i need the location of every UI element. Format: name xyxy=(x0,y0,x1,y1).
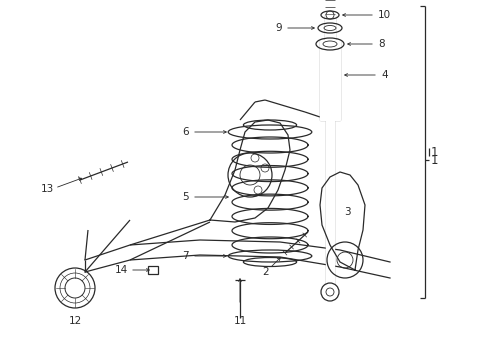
Text: 4: 4 xyxy=(380,70,387,80)
Text: 5: 5 xyxy=(182,192,189,202)
Text: 1: 1 xyxy=(430,153,438,166)
Text: 1: 1 xyxy=(430,145,438,158)
Text: 8: 8 xyxy=(377,39,384,49)
Text: 7: 7 xyxy=(182,251,189,261)
Text: 3: 3 xyxy=(343,207,350,217)
Bar xyxy=(325,15,334,40)
Text: 13: 13 xyxy=(41,184,54,194)
Bar xyxy=(325,115,333,285)
Text: 12: 12 xyxy=(68,316,81,326)
Bar xyxy=(148,266,158,274)
Text: 6: 6 xyxy=(182,127,189,137)
Text: 9: 9 xyxy=(275,23,282,33)
Text: 11: 11 xyxy=(233,316,246,326)
Bar xyxy=(319,40,339,120)
Text: 14: 14 xyxy=(115,265,128,275)
Text: 10: 10 xyxy=(377,10,390,20)
Text: 2: 2 xyxy=(262,267,268,277)
